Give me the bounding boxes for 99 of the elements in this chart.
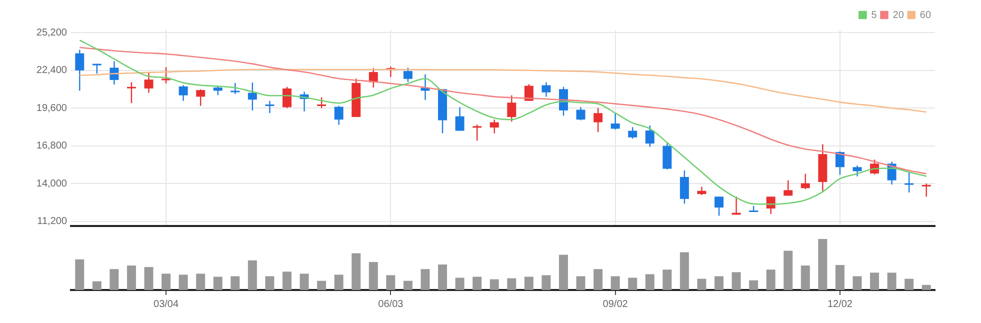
candlestick	[576, 106, 586, 121]
candlestick	[922, 182, 931, 198]
candlestick	[645, 124, 654, 148]
bar	[403, 280, 412, 290]
bar	[800, 266, 810, 290]
candlestick	[178, 84, 188, 102]
bar	[438, 264, 448, 290]
bar	[213, 276, 222, 290]
bar	[317, 280, 326, 290]
candlestick	[403, 67, 412, 82]
bar	[680, 252, 689, 290]
bar	[610, 276, 620, 290]
legend-label: 60	[920, 10, 932, 21]
candlestick	[282, 86, 292, 109]
candlestick	[144, 71, 154, 94]
bar	[870, 272, 880, 290]
candlestick	[368, 68, 378, 88]
bar	[126, 266, 136, 290]
line-series	[78, 68, 928, 113]
bar	[904, 278, 914, 290]
candlestick	[110, 60, 119, 86]
bar	[282, 272, 292, 290]
bar	[524, 276, 534, 290]
candlestick	[610, 112, 620, 130]
candlestick	[334, 105, 344, 126]
bar	[110, 269, 119, 290]
bar	[507, 278, 516, 290]
x-tick-label: 09/02	[602, 298, 628, 310]
bar	[887, 272, 896, 290]
bar	[368, 262, 378, 290]
candlestick	[472, 124, 482, 142]
bar	[732, 272, 741, 290]
bar	[75, 259, 84, 290]
bar	[766, 270, 776, 290]
bar	[230, 276, 240, 290]
candlestick	[248, 82, 257, 112]
y-tick-label: 16,800	[36, 140, 68, 152]
candlestick	[455, 106, 464, 132]
bar	[178, 274, 188, 290]
candlestick	[126, 82, 136, 104]
bar	[818, 239, 828, 290]
x-tick-label: 03/04	[154, 298, 179, 310]
bar	[697, 278, 706, 290]
candlestick	[230, 82, 240, 95]
bar	[576, 276, 586, 290]
candlestick	[628, 126, 638, 140]
bar	[490, 279, 499, 290]
bar	[334, 274, 344, 290]
bar	[714, 276, 724, 290]
bar	[835, 265, 844, 290]
x-tick-label: 06/03	[378, 298, 404, 310]
bar	[265, 276, 274, 290]
candlestick	[317, 96, 326, 109]
legend-label: 5	[871, 10, 878, 21]
bar	[922, 284, 931, 290]
y-tick-label: 25,200	[36, 27, 68, 38]
legend-label: 20	[892, 10, 904, 21]
candlestick	[904, 172, 914, 194]
candlestick	[265, 100, 274, 114]
candlestick	[542, 82, 551, 98]
bar	[662, 270, 672, 290]
candlestick	[662, 142, 672, 170]
candlestick	[524, 84, 534, 102]
candlestick	[594, 107, 603, 133]
bar	[144, 267, 154, 290]
candlestick	[75, 49, 84, 92]
x-tick-label: 12/02	[827, 298, 853, 310]
candlestick	[507, 94, 516, 122]
bar	[420, 269, 430, 290]
bar	[196, 274, 206, 290]
bar	[852, 276, 862, 290]
candlestick	[714, 196, 724, 216]
candlestick	[800, 173, 810, 190]
bar	[784, 250, 793, 290]
candlestick	[835, 150, 844, 176]
bar	[300, 274, 309, 290]
bar	[542, 275, 551, 290]
bar	[472, 276, 482, 290]
bar	[92, 281, 102, 290]
candlestick	[420, 74, 430, 101]
candlestick	[784, 180, 793, 196]
y-tick-label: 14,000	[36, 178, 68, 190]
bar	[645, 274, 654, 290]
bar	[594, 269, 603, 290]
candlestick	[196, 88, 206, 106]
bar	[628, 278, 638, 290]
y-tick-label: 11,200	[37, 216, 68, 228]
y-tick-label: 22,400	[36, 65, 68, 76]
bar	[386, 275, 396, 290]
bar	[749, 280, 758, 290]
candlestick	[490, 118, 499, 134]
bar	[162, 274, 171, 290]
bar	[248, 260, 257, 290]
candlestick	[680, 170, 689, 204]
candlestick	[852, 164, 862, 177]
y-tick-label: 19,600	[36, 102, 68, 114]
bar	[558, 254, 568, 290]
bar	[455, 278, 464, 290]
bar	[352, 253, 361, 290]
